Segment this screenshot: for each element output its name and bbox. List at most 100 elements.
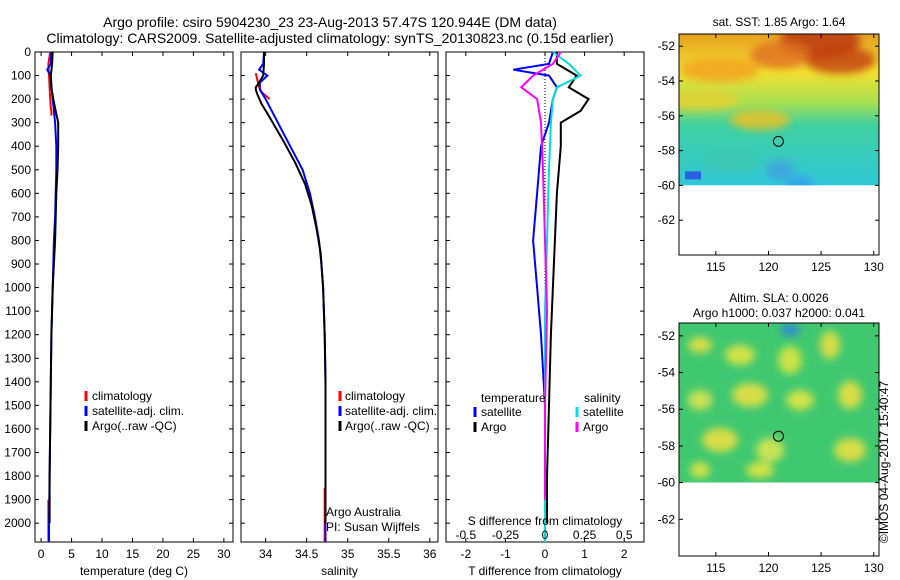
series-line-argo-raw-qc- — [254, 52, 327, 524]
sst-blob — [685, 171, 701, 180]
map-frame — [678, 33, 880, 256]
plot-frame — [240, 51, 439, 543]
temperature-panel: 0 5 10 15 20 25 300100200300400500600700800900… — [4, 45, 234, 578]
map-y-tick-label: -56 — [658, 402, 676, 416]
x-tick-label: 5 — [68, 547, 75, 561]
x-tick-label: 35.5 — [377, 547, 401, 561]
legend-temperature-title: temperature — [481, 391, 546, 405]
sst-map-panel: 115 120 125 130 -52 -54 -56 -58 -60 -62 sat. SST: … — [658, 15, 884, 274]
map-x-tick-label: 130 — [864, 561, 884, 575]
legend-label: climatology — [92, 389, 152, 403]
x-axis-label: salinity — [321, 564, 358, 578]
sst-blob — [679, 90, 740, 110]
legend-label: Argo — [481, 420, 507, 434]
argo-position-marker — [772, 430, 784, 442]
y-tick-label: 1900 — [4, 493, 31, 507]
map-x-tick-label: 120 — [758, 260, 778, 274]
y-tick-label: 200 — [11, 92, 31, 106]
sst-map-title: sat. SST: 1.85 Argo: 1.64 — [713, 15, 846, 29]
argo-position-marker — [772, 135, 784, 147]
sla-blob — [690, 462, 710, 478]
x-tick-label: 34.5 — [295, 547, 319, 561]
x-tick-label-secondary: 0.5 — [616, 528, 633, 542]
x-tick-label: 36 — [423, 547, 437, 561]
y-tick-label: 1200 — [4, 328, 31, 342]
sla-map-title: Altim. SLA: 0.0026 — [729, 291, 829, 305]
sst-blob — [680, 58, 760, 82]
x-tick-label-secondary: 0 — [542, 528, 549, 542]
sla-texture — [688, 324, 866, 478]
y-tick-label: 1600 — [4, 422, 31, 436]
plot-frame — [34, 51, 234, 543]
sst-blob — [805, 46, 875, 74]
y-tick-label: 100 — [11, 69, 31, 83]
map-y-tick-label: -62 — [658, 512, 676, 526]
map-y-tick-label: -60 — [658, 178, 676, 192]
legend-label: satellite-adj. clim. — [345, 404, 437, 418]
y-tick-label: 2000 — [4, 516, 31, 530]
map-x-tick-label: 130 — [864, 260, 884, 274]
y-tick-label: 300 — [11, 116, 31, 130]
x-tick-label-secondary: -0.25 — [492, 528, 520, 542]
pi-annotation: PI: Susan Wijffels — [326, 520, 420, 534]
sla-blob — [756, 438, 784, 462]
x-tick-label: 30 — [217, 547, 231, 561]
title-line-2: Climatology: CARS2009. Satellite-adjuste… — [46, 30, 614, 46]
operator-annotation: Argo Australia — [326, 505, 401, 519]
y-tick-label: 1500 — [4, 398, 31, 412]
x-tick-label: 0 — [38, 547, 45, 561]
x-tick-label-secondary: 0.25 — [573, 528, 597, 542]
map-field — [679, 34, 879, 186]
map-y-tick-label: -54 — [658, 366, 676, 380]
y-tick-label: 600 — [11, 186, 31, 200]
y-tick-label: 1300 — [4, 351, 31, 365]
sla-blob — [780, 324, 800, 336]
map-y-tick-label: -58 — [658, 144, 676, 158]
map-y-tick-label: -52 — [658, 329, 676, 343]
legend-label: satellite — [481, 405, 522, 419]
map-x-tick-label: 125 — [811, 561, 831, 575]
map-x-tick-label: 120 — [758, 561, 778, 575]
x-axis-label: T difference from climatology — [468, 564, 622, 578]
sla-map-panel: 115 120 125 130 -52 -54 -56 -58 -60 -62 Altim. SLA… — [658, 291, 884, 575]
x-axis-label-secondary: S difference from climatology — [468, 514, 623, 528]
sla-blob — [688, 337, 712, 353]
y-tick-label: 1400 — [4, 375, 31, 389]
map-y-tick-label: -58 — [658, 439, 676, 453]
y-tick-label: 0 — [24, 45, 31, 59]
x-tick-label: 15 — [126, 547, 140, 561]
sla-blob — [786, 390, 814, 410]
sla-blob — [834, 438, 866, 462]
x-tick-label: -2 — [460, 547, 471, 561]
x-tick-label: 20 — [156, 547, 170, 561]
sst-blob — [730, 110, 790, 130]
series-line-argo-raw-qc- — [48, 51, 60, 524]
legend-label: satellite-adj. clim. — [92, 404, 184, 418]
sla-blob — [702, 428, 738, 452]
map-frame — [678, 322, 880, 557]
map-field — [679, 323, 879, 483]
y-tick-label: 400 — [11, 139, 31, 153]
x-tick-label-secondary: -0.5 — [455, 528, 476, 542]
watermark: ©IMOS 04-Aug-2017 15:40:47 — [877, 380, 891, 544]
map-x-tick-label: 115 — [706, 260, 725, 274]
series-line-argo — [519, 51, 562, 500]
sla-blob — [778, 346, 802, 374]
y-tick-label: 800 — [11, 233, 31, 247]
sla-map-subtitle: Argo h1000: 0.037 h2000: 0.041 — [693, 306, 865, 320]
y-tick-label: 500 — [11, 163, 31, 177]
sst-blob — [700, 148, 760, 172]
sst-blob — [786, 175, 814, 186]
legend-label: Argo — [583, 420, 609, 434]
difference-panel: -2 -1 0 1 2 T difference from climatology temp… — [445, 51, 645, 578]
sst-blob — [766, 160, 794, 180]
legend-label: satellite — [583, 405, 624, 419]
map-x-tick-label: 125 — [811, 260, 831, 274]
legend-label: Argo(..raw -QC) — [345, 419, 430, 433]
sst-blob — [750, 41, 810, 69]
x-tick-label: 2 — [621, 547, 628, 561]
legend-salinity-title: salinity — [584, 391, 621, 405]
legend-label: Argo(..raw -QC) — [92, 419, 177, 433]
sla-blob — [820, 331, 840, 359]
